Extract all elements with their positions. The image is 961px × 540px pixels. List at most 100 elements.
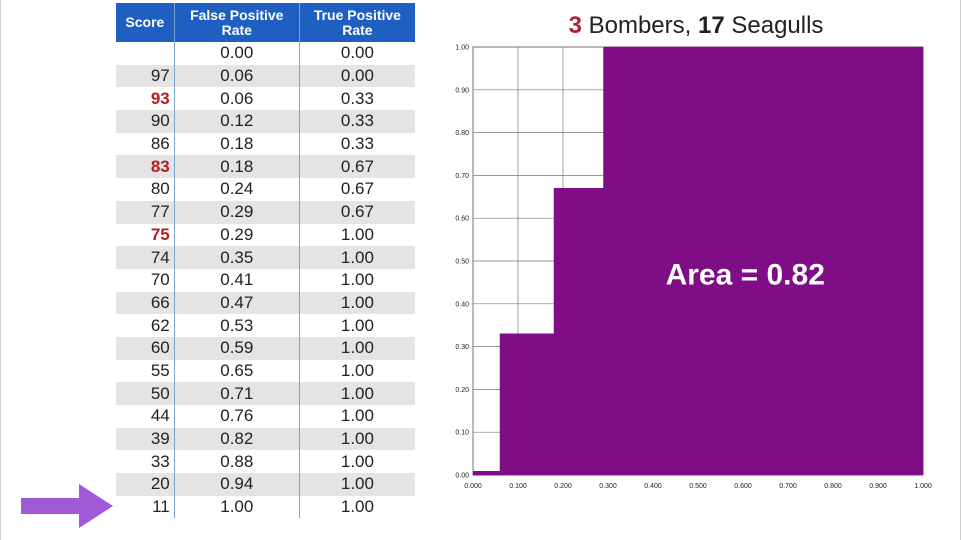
table-row: 33 0.88 1.00 bbox=[116, 450, 415, 474]
tpr-cell: 0.33 bbox=[299, 110, 415, 133]
tpr-cell: 1.00 bbox=[299, 473, 415, 496]
tpr-cell: 1.00 bbox=[340, 451, 374, 471]
tpr-cell: 1.00 bbox=[299, 427, 415, 451]
x-tick-label: 0.100 bbox=[509, 483, 527, 490]
fpr-cell: 0.59 bbox=[174, 336, 300, 360]
roc-area bbox=[473, 46, 924, 476]
y-tick-label: 0.60 bbox=[455, 216, 469, 223]
table-row: 93 0.06 0.33 bbox=[116, 87, 415, 111]
y-tick-label: 0.70 bbox=[455, 173, 469, 180]
x-tick-label: 0.300 bbox=[599, 483, 617, 490]
score-cell: 70 bbox=[116, 268, 175, 292]
score-cell: 60 bbox=[116, 336, 175, 360]
fpr-cell: 1.00 bbox=[174, 495, 300, 519]
table-row: 86 0.18 0.33 bbox=[116, 132, 415, 156]
score-cell: 55 bbox=[116, 359, 175, 383]
score-cell: 11 bbox=[116, 495, 175, 519]
fpr-cell: 0.94 bbox=[174, 473, 300, 496]
table-row: 75 0.29 1.00 bbox=[116, 223, 415, 247]
area-annotation: Area = 0.82 bbox=[666, 259, 825, 292]
x-tick-label: 0.600 bbox=[734, 483, 752, 490]
x-tick-label: 0.400 bbox=[644, 483, 662, 490]
bombers-count: 3 bbox=[568, 12, 582, 39]
y-tick-label: 0.20 bbox=[455, 387, 469, 394]
roc-table: Score False Positive Rate True Positive Ra… bbox=[116, 3, 415, 519]
y-tick-label: 0.80 bbox=[455, 130, 469, 137]
fpr-cell: 0.65 bbox=[174, 359, 300, 383]
table-body: 0.00 0.00 97 0.06 0.00 93 0.06 0.33 90 0.12 0.33 86… bbox=[116, 42, 415, 519]
score-cell: 74 bbox=[116, 246, 175, 269]
fpr-cell: 0.29 bbox=[174, 200, 300, 224]
tpr-cell: 1.00 bbox=[340, 406, 374, 426]
x-tick-label: 0.200 bbox=[554, 483, 572, 490]
score-cell: 20 bbox=[116, 473, 175, 496]
y-tick-label: 0.40 bbox=[455, 301, 469, 308]
table-row: 97 0.06 0.00 bbox=[116, 64, 415, 88]
score-cell: 90 bbox=[116, 110, 175, 133]
score-cell bbox=[116, 42, 175, 65]
table-row: 39 0.82 1.00 bbox=[116, 427, 415, 451]
chart-title: 3 Bombers, 17 Seagulls bbox=[431, 12, 961, 40]
y-tick-label: 1.00 bbox=[455, 45, 469, 52]
tpr-cell: 1.00 bbox=[299, 291, 415, 315]
table-row: 70 0.41 1.00 bbox=[116, 268, 415, 292]
tpr-cell: 1.00 bbox=[340, 224, 374, 244]
tpr-cell: 1.00 bbox=[299, 336, 415, 360]
table-row: 55 0.65 1.00 bbox=[116, 359, 415, 383]
table-row: 60 0.59 1.00 bbox=[116, 336, 415, 360]
tpr-cell: 1.00 bbox=[299, 382, 415, 405]
bombers-word: Bombers, bbox=[588, 12, 692, 39]
x-tick-label: 0.800 bbox=[824, 483, 842, 490]
roc-baseline-strip bbox=[473, 471, 500, 475]
tpr-cell: 0.67 bbox=[299, 155, 415, 179]
tpr-cell: 0.67 bbox=[299, 200, 415, 224]
tpr-cell: 1.00 bbox=[340, 315, 374, 335]
seagulls-count: 17 bbox=[697, 12, 725, 39]
tpr-cell: 0.00 bbox=[299, 64, 415, 88]
table-row: 80 0.24 0.67 bbox=[116, 178, 415, 201]
seagulls-word: Seagulls bbox=[731, 12, 824, 39]
table-row: 90 0.12 0.33 bbox=[116, 110, 415, 133]
table-row: 77 0.29 0.67 bbox=[116, 200, 415, 224]
score-cell: 66 bbox=[116, 291, 175, 315]
tpr-cell: 1.00 bbox=[340, 497, 374, 517]
score-cell: 80 bbox=[116, 178, 175, 201]
tpr-cell: 0.67 bbox=[340, 179, 374, 199]
fpr-cell: 0.24 bbox=[174, 178, 300, 201]
tpr-cell: 1.00 bbox=[299, 246, 415, 269]
score-cell: 50 bbox=[116, 382, 175, 405]
y-tick-label: 0.50 bbox=[455, 259, 469, 266]
fpr-cell: 0.53 bbox=[174, 314, 300, 337]
fpr-cell: 0.06 bbox=[174, 64, 300, 88]
table-row: 50 0.71 1.00 bbox=[116, 382, 415, 405]
table-row: 83 0.18 0.67 bbox=[116, 155, 415, 179]
fpr-cell: 0.41 bbox=[174, 268, 300, 292]
tpr-cell: 0.00 bbox=[340, 43, 374, 63]
table-row: 20 0.94 1.00 bbox=[116, 473, 415, 496]
score-cell: 62 bbox=[116, 314, 175, 337]
y-tick-label: 0.90 bbox=[455, 87, 469, 94]
tpr-header: True Positive Rate bbox=[299, 3, 415, 42]
score-cell: 93 bbox=[116, 87, 175, 111]
fpr-cell: 0.06 bbox=[174, 87, 300, 111]
table-row: 0.00 0.00 bbox=[116, 42, 415, 65]
tpr-cell: 1.00 bbox=[340, 360, 374, 380]
score-cell: 97 bbox=[116, 64, 175, 88]
table-row: 66 0.47 1.00 bbox=[116, 291, 415, 315]
fpr-cell: 0.12 bbox=[174, 110, 300, 133]
fpr-cell: 0.47 bbox=[174, 291, 300, 315]
roc-curve-chart: 0.00 0.10 0.20 0.30 0.40 0.50 0.60 0.70 0.80 0.90… bbox=[455, 45, 931, 491]
fpr-cell: 0.76 bbox=[174, 405, 300, 428]
score-cell: 75 bbox=[116, 223, 175, 247]
y-tick-label: 0.10 bbox=[455, 430, 469, 437]
right-arrow-icon bbox=[21, 484, 113, 528]
table-row: 11 1.00 1.00 bbox=[116, 495, 415, 519]
table-row: 74 0.35 1.00 bbox=[116, 246, 415, 269]
fpr-cell: 0.18 bbox=[174, 155, 300, 179]
fpr-cell: 0.18 bbox=[174, 132, 300, 156]
fpr-cell: 0.88 bbox=[174, 450, 300, 474]
score-cell: 77 bbox=[116, 200, 175, 224]
score-cell: 83 bbox=[116, 155, 175, 179]
score-cell: 86 bbox=[116, 132, 175, 156]
